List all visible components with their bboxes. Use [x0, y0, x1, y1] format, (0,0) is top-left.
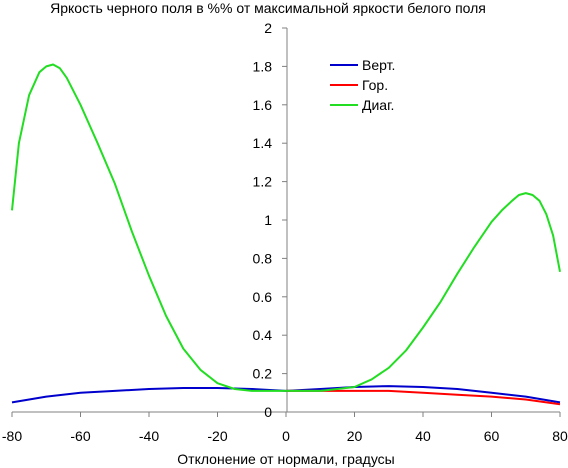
series-line-1 — [286, 389, 561, 406]
x-tick-label: 40 — [415, 428, 431, 444]
chart-title: Яркость черного поля в %% от максимально… — [50, 0, 486, 16]
x-tick-label: 20 — [347, 428, 363, 444]
legend-label: Гор. — [362, 77, 388, 93]
y-tick-label: 0.8 — [253, 250, 273, 266]
y-tick-label: 1.8 — [253, 58, 273, 74]
legend: Верт. Гор. Диаг. — [330, 57, 395, 113]
x-tick-label: 80 — [552, 428, 568, 444]
x-tick-label: -60 — [70, 428, 90, 444]
series-lines — [11, 63, 561, 406]
y-tick-label: 1.4 — [253, 135, 273, 151]
y-axis-ticks: 0 0.2 0.4 0.6 0.8 1 1.2 1.4 1.6 1.8 2 — [253, 20, 287, 420]
y-tick-label: 0.2 — [253, 366, 273, 382]
y-tick-label: 2 — [264, 20, 272, 36]
legend-label: Верт. — [362, 57, 395, 73]
series-line-2 — [11, 63, 561, 392]
x-tick-label: 0 — [282, 428, 290, 444]
y-tick-label: 0 — [264, 404, 272, 420]
x-tick-label: -20 — [207, 428, 227, 444]
y-tick-label: 1 — [264, 212, 272, 228]
x-tick-label: -80 — [2, 428, 22, 444]
x-axis-ticks: -80 -60 -40 -20 0 20 40 60 80 — [2, 412, 568, 444]
y-tick-label: 1.2 — [253, 174, 273, 190]
y-tick-label: 1.6 — [253, 97, 273, 113]
legend-label: Диаг. — [362, 97, 394, 113]
x-tick-label: -40 — [139, 428, 159, 444]
series-line-0 — [11, 385, 561, 404]
y-tick-label: 0.4 — [253, 327, 273, 343]
y-tick-label: 0.6 — [253, 289, 273, 305]
x-axis-label: Отклонение от нормали, градусы — [177, 451, 394, 467]
x-tick-label: 60 — [484, 428, 500, 444]
